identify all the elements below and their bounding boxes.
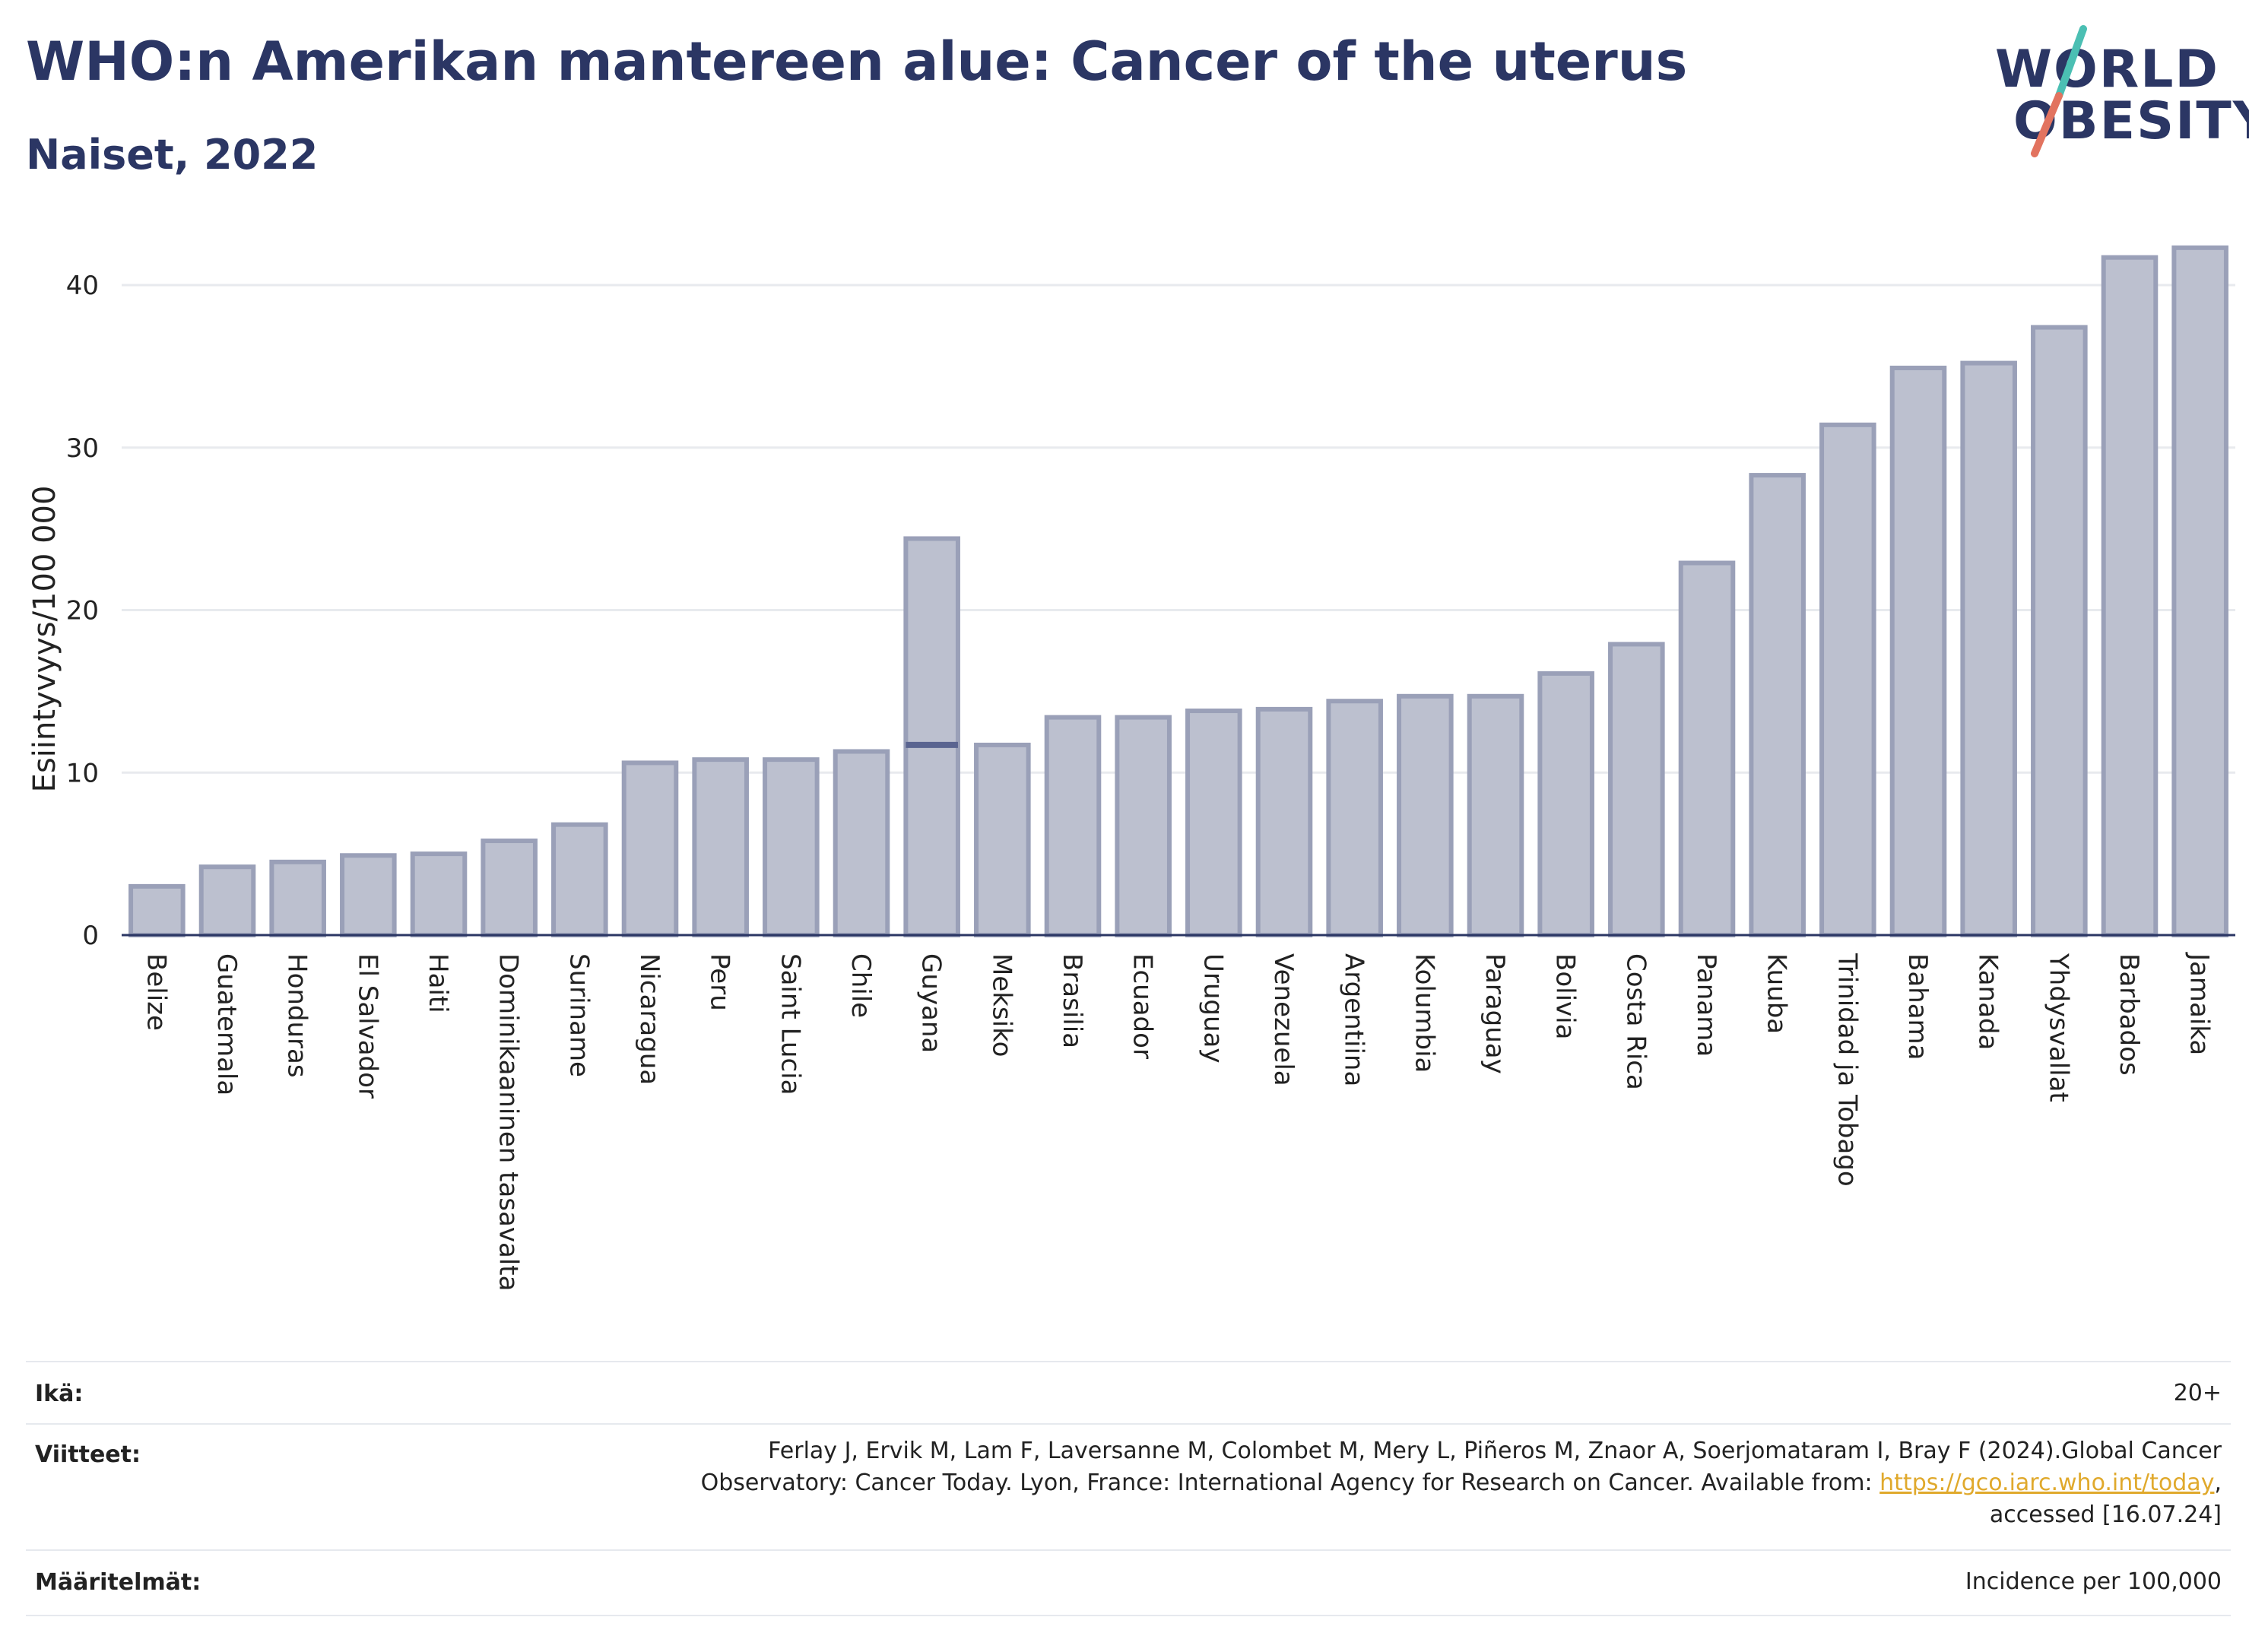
- x-tick-label: Honduras: [282, 953, 312, 1078]
- x-tick-label: Peru: [705, 953, 735, 1011]
- info-row-references: Viitteet: Ferlay J, Ervik M, Lam F, Lave…: [26, 1423, 2231, 1551]
- bar-argentiina: [1326, 699, 1383, 937]
- bar-suriname: [551, 822, 608, 938]
- reference-line-2: Observatory: Cancer Today. Lyon, France:…: [701, 1467, 2222, 1499]
- bar-chart: 0 10 20 30 40 Belize Guatemala Honduras El Salv…: [27, 245, 2235, 1291]
- y-tick-label: 0: [82, 921, 99, 951]
- bar-kolumbia: [1397, 693, 1454, 937]
- info-row-definitions: Määritelmät: Incidence per 100,000: [26, 1549, 2231, 1616]
- x-tick-label: Kanada: [1973, 953, 2003, 1050]
- x-tick-label: Yhdysvallat: [2043, 953, 2073, 1102]
- x-tick-label: Suriname: [563, 953, 594, 1077]
- bar-venezuela: [1255, 706, 1313, 937]
- bar-ecuador: [1115, 715, 1172, 937]
- y-axis-ticks: 0 10 20 30 40: [66, 271, 99, 951]
- bar-panama: [1678, 560, 1736, 937]
- info-table: Ikä: 20+ Viitteet: Ferlay J, Ervik M, La…: [26, 1361, 2231, 1619]
- bar-costa-rica: [1608, 642, 1665, 937]
- x-tick-label: Uruguay: [1197, 953, 1228, 1064]
- bar-trinidad-ja-tobago: [1819, 422, 1876, 937]
- bar-yhdysvallat: [2031, 325, 2088, 937]
- info-row-age: Ikä: 20+: [26, 1361, 2231, 1425]
- bar-kuuba: [1749, 473, 1806, 937]
- x-tick-label: Kolumbia: [1409, 953, 1439, 1073]
- x-tick-label: Argentiina: [1339, 953, 1369, 1086]
- x-tick-label: Nicaragua: [634, 953, 665, 1085]
- chart-subtitle: Naiset, 2022: [26, 131, 319, 179]
- x-tick-label: Jamaika: [2184, 952, 2215, 1055]
- bar-nicaragua: [621, 760, 679, 937]
- y-axis-label: Esiintyvyys/100 000: [27, 486, 62, 793]
- bar-el-salvador: [340, 853, 397, 937]
- x-tick-label: El Salvador: [352, 953, 382, 1099]
- x-tick-label: Guatemala: [211, 953, 242, 1096]
- bar-belize: [128, 883, 186, 937]
- info-key-definitions: Määritelmät:: [35, 1569, 201, 1596]
- bar-dominikaaninen-tasavalta: [481, 839, 538, 938]
- x-tick-label: Ecuador: [1128, 953, 1158, 1059]
- x-tick-label: Brasilia: [1057, 953, 1087, 1048]
- x-tick-label: Belize: [141, 953, 171, 1031]
- bar-guatemala: [198, 864, 256, 937]
- x-tick-label: Costa Rica: [1620, 953, 1651, 1090]
- bar-saint-lucia: [763, 757, 820, 938]
- bar-paraguay: [1467, 693, 1524, 937]
- y-tick-label: 40: [66, 271, 99, 301]
- x-tick-label: Panama: [1691, 953, 1721, 1057]
- bar-bahama: [1889, 366, 1947, 937]
- info-value-age: 20+: [2173, 1380, 2222, 1406]
- bars: [128, 245, 2228, 938]
- bar-barbados: [2101, 255, 2159, 938]
- reference-line-1: Ferlay J, Ervik M, Lam F, Laversanne M, …: [768, 1438, 2222, 1464]
- bar-meksiko: [974, 742, 1031, 937]
- x-tick-label: Paraguay: [1480, 953, 1510, 1074]
- bar-peru: [692, 757, 749, 938]
- bar-haiti: [410, 851, 468, 937]
- x-tick-label: Chile: [845, 953, 876, 1018]
- logo-slash-icon: [2031, 25, 2087, 157]
- bar-bolivia: [1537, 671, 1594, 937]
- x-tick-label: Barbados: [2114, 953, 2144, 1076]
- y-tick-label: 10: [66, 758, 99, 788]
- bar-jamaika: [2171, 245, 2228, 937]
- reference-link[interactable]: https://gco.iarc.who.int/today: [1879, 1470, 2215, 1496]
- bar-kanada: [1960, 360, 2017, 938]
- info-value-definitions: Incidence per 100,000: [1965, 1568, 2222, 1595]
- bar-guyana: [903, 536, 960, 937]
- x-tick-label: Dominikaaninen tasavalta: [493, 953, 524, 1291]
- bar-uruguay: [1185, 709, 1242, 938]
- x-tick-label: Bahama: [1902, 953, 1933, 1061]
- gridlines: [122, 284, 2235, 774]
- reference-line-2-end: ,: [2214, 1470, 2222, 1496]
- world-obesity-logo: WORLD OBESITY: [1977, 23, 2249, 160]
- x-tick-label: Meksiko: [986, 953, 1017, 1057]
- bar-chile: [833, 749, 890, 938]
- bar-honduras: [269, 859, 326, 937]
- x-tick-label: Guyana: [916, 953, 947, 1053]
- info-key-age: Ikä:: [35, 1381, 84, 1407]
- x-tick-label: Saint Lucia: [775, 953, 805, 1095]
- x-tick-label: Haiti: [423, 953, 453, 1013]
- x-tick-label: Bolivia: [1550, 953, 1581, 1039]
- logo-line-1: WORLD: [1995, 40, 2219, 100]
- info-value-references: Ferlay J, Ervik M, Lam F, Laversanne M, …: [701, 1435, 2222, 1531]
- chart-title: WHO:n Amerikan mantereen alue: Cancer of…: [26, 30, 1688, 93]
- category-labels: Belize Guatemala Honduras El Salvador Haiti D…: [141, 952, 2214, 1291]
- reference-line-3: accessed [16.07.24]: [1989, 1501, 2222, 1528]
- bar-brasilia: [1044, 715, 1102, 937]
- x-tick-label: Venezuela: [1268, 953, 1299, 1086]
- info-key-references: Viitteet:: [35, 1441, 141, 1468]
- x-tick-label: Trinidad ja Tobago: [1832, 953, 1862, 1187]
- y-tick-label: 20: [66, 596, 99, 626]
- reference-line-2-text: Observatory: Cancer Today. Lyon, France:…: [700, 1470, 1880, 1496]
- x-tick-label: Kuuba: [1762, 953, 1792, 1034]
- y-tick-label: 30: [66, 433, 99, 464]
